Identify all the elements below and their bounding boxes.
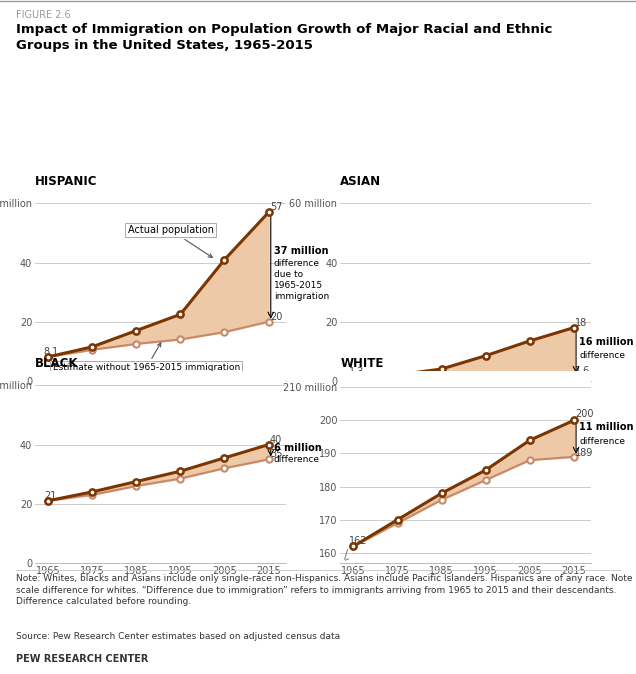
Text: 21: 21 [44, 491, 56, 501]
Text: 8.1: 8.1 [44, 347, 59, 357]
Text: 1.3: 1.3 [349, 367, 364, 377]
Text: HISPANIC: HISPANIC [35, 175, 97, 187]
Text: 40: 40 [270, 435, 282, 445]
Text: 57: 57 [270, 202, 282, 212]
Text: Estimate without 1965-2015 immigration: Estimate without 1965-2015 immigration [53, 343, 240, 373]
Text: 189: 189 [575, 448, 593, 458]
Text: difference: difference [274, 455, 320, 464]
Text: 37 million: 37 million [274, 246, 328, 255]
Text: PEW RESEARCH CENTER: PEW RESEARCH CENTER [16, 654, 148, 664]
Text: Impact of Immigration on Population Growth of Major Racial and Ethnic
Groups in : Impact of Immigration on Population Grow… [16, 23, 552, 53]
Text: 200: 200 [575, 408, 593, 419]
Text: /: / [344, 548, 349, 561]
Text: 18: 18 [575, 317, 588, 328]
Text: FIGURE 2.6: FIGURE 2.6 [16, 10, 71, 20]
Text: ASIAN: ASIAN [340, 175, 382, 187]
Text: difference: difference [579, 437, 625, 446]
Text: 16 million: 16 million [579, 338, 633, 347]
Text: 11 million: 11 million [579, 422, 633, 432]
Text: 20: 20 [270, 311, 282, 321]
Text: 162: 162 [349, 537, 368, 546]
Text: 6 million: 6 million [274, 443, 322, 452]
Text: Source: Pew Research Center estimates based on adjusted census data: Source: Pew Research Center estimates ba… [16, 632, 340, 640]
Text: difference: difference [579, 351, 625, 360]
Text: BLACK: BLACK [35, 357, 78, 369]
Text: 35: 35 [270, 450, 282, 460]
Text: Note: Whites, blacks and Asians include only single-race non-Hispanics. Asians i: Note: Whites, blacks and Asians include … [16, 574, 632, 606]
Text: Actual population: Actual population [128, 225, 214, 257]
Text: difference
due to
1965-2015
immigration: difference due to 1965-2015 immigration [274, 259, 329, 301]
Text: 1.6: 1.6 [575, 366, 590, 376]
Text: WHITE: WHITE [340, 357, 384, 369]
